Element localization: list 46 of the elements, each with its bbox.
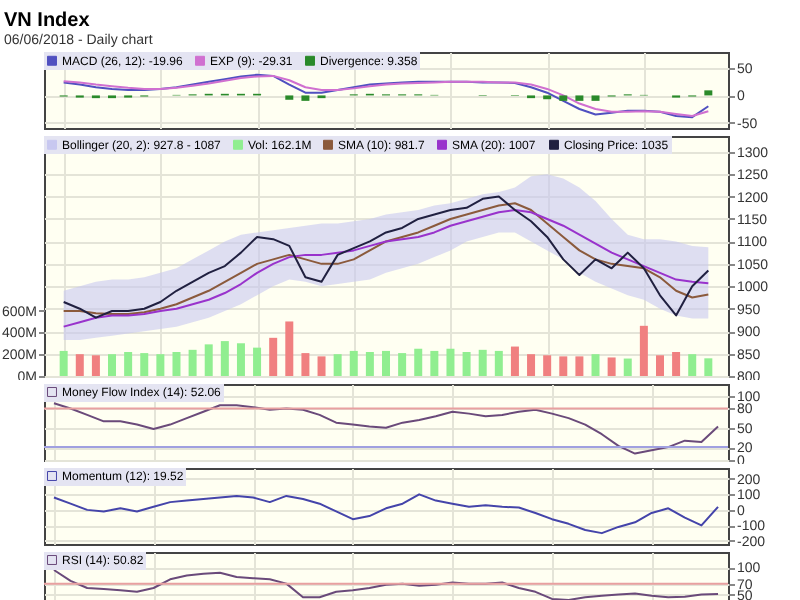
bar <box>527 354 536 376</box>
bar <box>462 352 471 376</box>
chart-title: VN Index <box>4 10 91 32</box>
bar <box>333 354 342 376</box>
line-series <box>52 493 720 535</box>
bar <box>140 353 149 376</box>
bar <box>704 358 713 376</box>
bar <box>672 352 681 376</box>
bar <box>639 325 648 376</box>
bar <box>365 352 374 376</box>
bar <box>623 358 632 376</box>
bar <box>236 343 245 376</box>
bar <box>688 354 697 376</box>
bar <box>414 348 423 376</box>
bar <box>204 344 213 376</box>
bar <box>494 350 503 376</box>
bar <box>478 349 487 376</box>
bar <box>91 355 100 376</box>
bar <box>108 354 117 376</box>
bar <box>188 349 197 376</box>
bar <box>75 354 84 376</box>
bar <box>543 355 552 376</box>
bar <box>446 348 455 376</box>
bar <box>220 341 229 376</box>
bar <box>510 346 519 376</box>
bar <box>269 337 278 376</box>
line-series <box>52 569 720 600</box>
bar <box>301 353 310 376</box>
bar <box>398 353 407 376</box>
bar <box>430 350 439 376</box>
bar <box>382 350 390 376</box>
bar <box>156 354 165 376</box>
bar <box>591 354 600 376</box>
bar <box>655 355 664 376</box>
bar <box>317 356 326 376</box>
bar <box>559 356 568 376</box>
bar <box>172 352 181 376</box>
bar <box>607 357 616 376</box>
bar <box>124 352 133 376</box>
line-series <box>52 402 720 455</box>
bar <box>575 356 584 376</box>
bar <box>59 350 68 376</box>
bar <box>253 347 262 376</box>
bar <box>349 350 358 376</box>
bar <box>285 321 294 376</box>
line-series <box>62 209 710 328</box>
